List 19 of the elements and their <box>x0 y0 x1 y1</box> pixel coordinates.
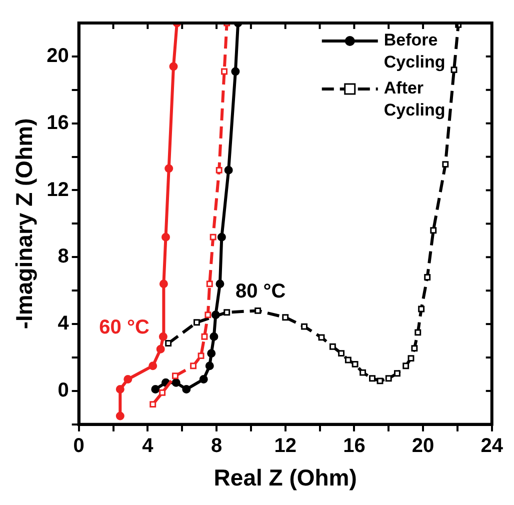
y-tick-label: 12 <box>46 178 69 201</box>
y-tick-label: 0 <box>58 379 69 402</box>
x-tick-label: 16 <box>343 434 366 457</box>
annotation: 60 °C <box>99 316 150 339</box>
x-tick-label: 4 <box>142 434 154 457</box>
x-tick-label: 8 <box>210 434 222 457</box>
x-tick-label: 20 <box>412 434 434 457</box>
legend-label: Before Cycling <box>384 30 446 72</box>
x-axis-title: Real Z (Ohm) <box>214 464 357 491</box>
y-tick-label: 16 <box>46 112 69 134</box>
y-tick-label: 8 <box>58 246 69 268</box>
y-tick-label: 20 <box>46 44 69 67</box>
x-tick-label: 12 <box>274 434 296 457</box>
annotation: 80 °C <box>235 280 286 302</box>
x-tick-label: 0 <box>73 434 84 457</box>
legend-label: After Cycling <box>384 78 446 120</box>
y-tick-label: 4 <box>58 312 70 335</box>
y-axis-title: -Imaginary Z (Ohm) <box>11 118 38 330</box>
x-tick-label: 24 <box>480 434 504 457</box>
